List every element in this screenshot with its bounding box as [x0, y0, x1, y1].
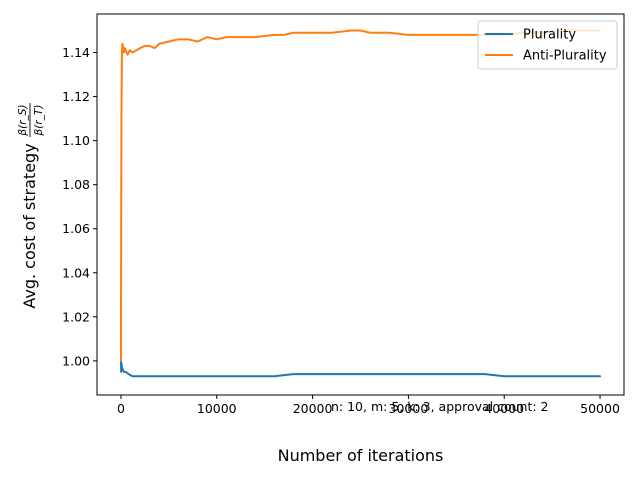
x-tick-label: 10000 [197, 401, 237, 416]
y-tick-label: 1.14 [62, 45, 90, 60]
series-layer [119, 29, 602, 378]
x-axis-ticks: 0 10000 20000 30000 40000 50000 [117, 395, 620, 416]
y-tick-label: 1.02 [62, 309, 90, 324]
x-tick-label: 50000 [580, 401, 620, 416]
legend-label-anti-plurality: Anti-Plurality [523, 49, 607, 64]
y-tick-label: 1.06 [62, 221, 90, 236]
series-line-plurality [119, 359, 602, 378]
x-tick-label: 40000 [484, 401, 524, 416]
parameters-annotation: n: 10, m: 5, k: 3, approval count: 2 [331, 399, 549, 414]
y-axis-label-numerator: β(r_S) [17, 104, 29, 136]
legend: Plurality Anti-Plurality [477, 20, 618, 70]
legend-label-plurality: Plurality [523, 28, 576, 43]
y-tick-label: 1.10 [62, 133, 90, 148]
x-tick-label: 30000 [389, 401, 429, 416]
y-tick-label: 1.12 [62, 89, 90, 104]
plot-frame [96, 13, 625, 396]
y-axis-label-denominator: β(r_T) [33, 105, 45, 137]
y-axis-label-text: Avg. cost of strategy [20, 143, 39, 308]
x-tick-label: 20000 [293, 401, 333, 416]
y-tick-label: 1.04 [62, 265, 90, 280]
y-axis-label-fraction: β(r_S) β(r_T) [17, 103, 45, 137]
y-tick-label: 1.08 [62, 177, 90, 192]
x-axis-label: Number of iterations [278, 446, 444, 465]
y-axis-ticks: 1.00 1.02 1.04 1.06 1.08 1.10 1.12 1.14 [62, 45, 97, 368]
series-line-anti-plurality [119, 29, 602, 362]
y-axis-label: Avg. cost of strategy β(r_S) β(r_T) [17, 103, 45, 309]
y-tick-label: 1.00 [62, 353, 90, 368]
x-tick-label: 0 [117, 401, 125, 416]
